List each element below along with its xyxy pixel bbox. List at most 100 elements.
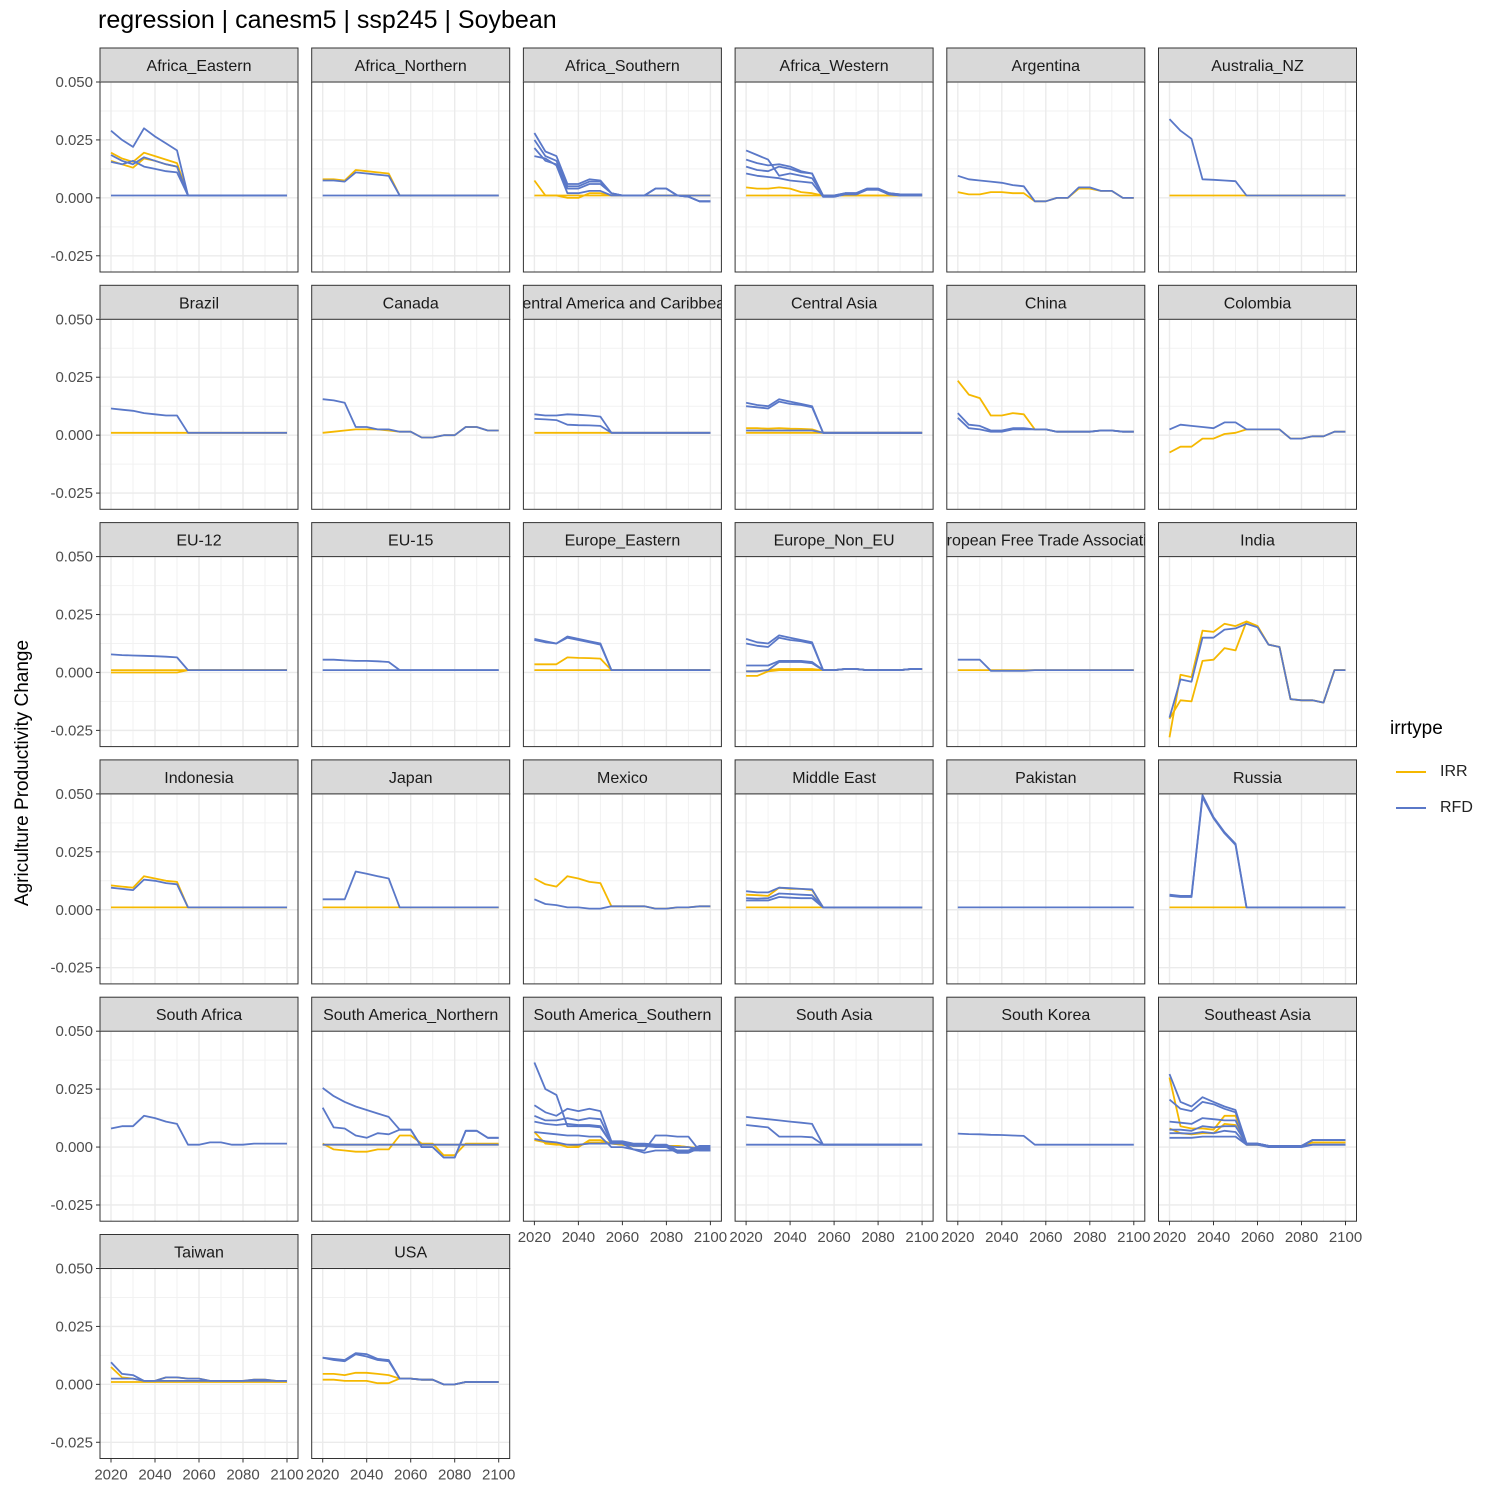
facet-label: Europe_Eastern [565,533,681,550]
x-tick-label: 2040 [985,1229,1018,1246]
y-tick-label: 0.025 [55,1081,93,1098]
series-line-rfd [322,398,499,439]
facet-strip [946,522,1146,558]
x-tick-label: 2100 [1117,1229,1150,1246]
facet-label: Africa_Southern [565,58,680,75]
series-line-rfd [746,429,923,434]
panel-border [311,318,511,510]
facet-label: EU-12 [176,533,221,550]
facet-label: EU-15 [388,533,433,550]
facet-strip [522,284,722,320]
series-line-rfd [534,1131,711,1154]
legend-line-irr [1396,771,1426,773]
y-tick-label: 0.050 [55,549,93,566]
facet-strip [946,284,1146,320]
panel-border [734,318,934,510]
series-line-rfd [957,1132,1134,1146]
x-tick-label: 2100 [1329,1229,1362,1246]
y-tick-label: -0.025 [50,960,93,977]
series-line-rfd [957,174,1134,203]
facet-strip [522,759,722,795]
panel-border [522,556,722,748]
facet-strip [1158,284,1357,320]
panel-africa-northern: Africa_Northern [311,47,511,273]
chart-title: regression | canesm5 | ssp245 | Soybean [98,6,557,34]
y-tick-label: 0.000 [55,902,93,919]
facet-label: Mexico [597,770,648,787]
facet-strip [734,759,934,795]
panel-china: China [946,284,1146,510]
panel-border [734,81,934,273]
series-line-rfd [957,658,1134,672]
panel-europe-non-eu: Europe_Non_EU [734,522,934,748]
y-tick-label: 0.000 [55,1376,93,1393]
series-line-rfd [745,172,923,198]
legend-label-irr: IRR [1440,763,1468,780]
facet-label: Middle East [792,770,876,787]
panel-south-america-southern: South America_Southern 2020 2040 2060 2080 21… [518,996,727,1246]
series-line-rfd [534,636,711,671]
panel-eu-12: EU-12 -0.025 0.000 0.025 0.050 [50,522,299,748]
facet-label: Central America and Caribbean [511,295,734,312]
y-tick-label: -0.025 [50,248,93,265]
legend: irrtype IRR RFD [1390,718,1473,826]
panel-indonesia: Indonesia -0.025 0.000 0.025 0.050 [50,759,299,985]
panel-border [99,81,299,273]
y-tick-label: 0.000 [55,1139,93,1156]
facet-label: South America_Northern [323,1007,498,1024]
facet-label: Africa_Western [780,58,889,75]
panels-layer: Africa_Eastern-0.0250.0000.0250.050Afric… [50,47,1362,1484]
facet-strip [311,47,511,83]
x-tick-label: 2020 [94,1467,127,1484]
panel-border [1158,81,1357,273]
x-tick-label: 2100 [270,1467,303,1484]
panel-south-asia: South Asia 2020 2040 2060 2080 2100 [729,996,939,1246]
y-tick-label: 0.050 [55,1261,93,1278]
panel-south-america-northern: South America_Northern [311,996,511,1222]
panel-canada: Canada [311,284,511,510]
panel-eu-15: EU-15 [311,522,511,748]
series-line-rfd [534,1138,711,1151]
facet-strip [522,47,722,83]
series-line-rfd [1169,421,1346,440]
x-tick-label: 2020 [941,1229,974,1246]
panel-africa-southern: Africa_Southern [522,47,722,273]
panel-border [946,81,1146,273]
x-tick-label: 2060 [606,1229,639,1246]
series-line-rfd [746,661,923,673]
facet-strip [522,522,722,558]
legend-label-rfd: RFD [1440,799,1473,816]
facet-label: European Free Trade Association [927,533,1164,550]
panel-central-asia: Central Asia [734,284,934,510]
series-line-rfd [110,1114,287,1146]
panel-usa: USA 2020 2040 2060 2080 2100 [306,1234,515,1484]
series-line-rfd [534,898,711,910]
x-tick-label: 2020 [1153,1229,1186,1246]
facet-label: India [1240,533,1275,550]
y-tick-label: -0.025 [50,1197,93,1214]
facet-strip [946,759,1146,795]
facet-strip [99,759,299,795]
panel-middle-east: Middle East [734,759,934,985]
panel-border [99,318,299,510]
facet-strip [734,47,934,83]
series-line-rfd [321,1107,499,1159]
x-tick-label: 2080 [226,1467,259,1484]
x-tick-label: 2020 [729,1229,762,1246]
facet-label: Indonesia [164,770,233,787]
y-tick-label: 0.000 [55,427,93,444]
facet-strip [734,284,934,320]
x-tick-label: 2040 [350,1467,383,1484]
x-tick-label: 2020 [306,1467,339,1484]
panel-argentina: Argentina [946,47,1146,273]
y-tick-label: 0.025 [55,369,93,386]
facet-strip [946,996,1146,1032]
panel-border [99,1030,299,1222]
panel-border [99,793,299,985]
x-tick-label: 2040 [773,1229,806,1246]
facet-label: Canada [383,295,439,312]
facet-strip [99,47,299,83]
facet-strip [311,522,511,558]
panel-border [311,556,511,748]
facet-label: USA [394,1245,427,1262]
